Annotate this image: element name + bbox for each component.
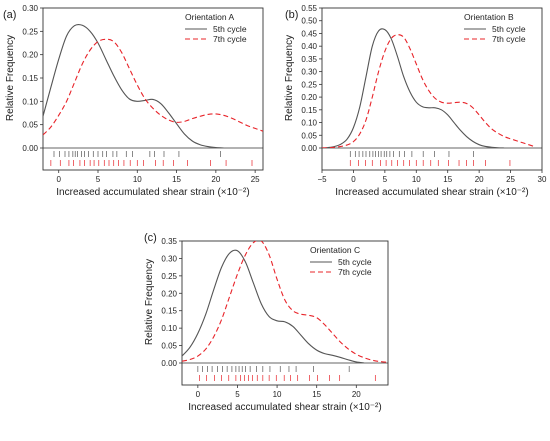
y-axis-title: Relative Frequency: [144, 259, 155, 345]
y-axis-title: Relative Frequency: [5, 35, 16, 121]
panel-label: (c): [144, 232, 157, 244]
x-tick-label: 15: [443, 175, 452, 184]
plot-frame: [321, 7, 543, 171]
x-axis-title: Increased accumulated shear strain (×10⁻…: [188, 402, 381, 413]
y-tick-label: 0.20: [161, 289, 177, 298]
y-tick-label: 0.05: [301, 131, 317, 140]
chart-panel-a: 0.00 0.05 0.10 0.15 0.20 0.25 0.30 0 5 10 15 20 25 (a…: [3, 4, 264, 198]
x-tick-label: 15: [172, 175, 181, 184]
y-tick-label: 0.00: [301, 144, 317, 153]
x-tick-label: 5: [235, 390, 240, 399]
x-tick-label: 25: [251, 175, 260, 184]
y-tick-label: 0.25: [22, 27, 38, 36]
series-group: [43, 23, 263, 148]
x-tick-label: 10: [273, 390, 282, 399]
y-tick-label: 0.50: [301, 17, 317, 26]
legend-label: 5th cycle: [213, 24, 247, 34]
y-tick-label: 0.35: [301, 55, 317, 64]
x-tick-label: 20: [475, 175, 484, 184]
series-line-5th-cycle: [43, 23, 224, 148]
legend-label: 7th cycle: [492, 34, 526, 44]
y-tick-label: 0.40: [301, 42, 317, 51]
legend-label: 7th cycle: [338, 267, 372, 277]
plot-frame: [181, 240, 389, 386]
x-tick-label: 0: [351, 175, 356, 184]
legend-title: Orientation B: [464, 12, 514, 22]
x-tick-label: 10: [133, 175, 142, 184]
x-tick-label: 0: [196, 390, 201, 399]
series-line-5th-cycle: [322, 28, 505, 148]
y-tick-label: 0.55: [301, 4, 317, 13]
y-tick-label: 0.15: [301, 106, 317, 115]
series-group: [182, 241, 388, 363]
x-tick-label: 0: [56, 175, 61, 184]
legend-label: 5th cycle: [492, 24, 526, 34]
legend-label: 7th cycle: [213, 34, 247, 44]
y-tick-label: 0.20: [301, 93, 317, 102]
y-tick-label: 0.45: [301, 29, 317, 38]
series-line-7th-cycle: [182, 241, 388, 363]
y-axis-title: Relative Frequency: [284, 35, 295, 121]
chart-panel-c: 0.00 0.05 0.10 0.15 0.20 0.25 0.30 0.35 0 5 10 15 20…: [144, 232, 389, 413]
x-tick-label: 10: [412, 175, 421, 184]
y-tick-label: 0.25: [161, 272, 177, 281]
x-tick-label: 20: [352, 390, 361, 399]
y-tick-label: 0.05: [161, 342, 177, 351]
x-axis-title: Increased accumulated shear strain (×10⁻…: [335, 187, 528, 198]
y-tick-label: 0.30: [22, 4, 38, 13]
x-tick-label: 15: [312, 390, 321, 399]
series-line-5th-cycle: [182, 249, 365, 363]
x-tick-label: 5: [383, 175, 388, 184]
x-tick-label: −5: [317, 175, 327, 184]
x-tick-label: 25: [506, 175, 515, 184]
y-tick-label: 0.25: [301, 80, 317, 89]
y-tick-label: 0.15: [161, 307, 177, 316]
x-tick-label: 20: [211, 175, 220, 184]
series-line-7th-cycle: [322, 34, 536, 148]
panel-label: (b): [285, 9, 298, 21]
plot-frame: [42, 7, 264, 171]
chart-panel-b: 0.00 0.05 0.10 0.15 0.20 0.25 0.30 0.35 0.40 0.45…: [284, 4, 547, 198]
y-tick-label: 0.30: [161, 254, 177, 263]
y-tick-label: 0.00: [22, 144, 38, 153]
series-group: [322, 28, 536, 148]
panel-label: (a): [3, 9, 16, 21]
y-tick-label: 0.15: [22, 74, 38, 83]
y-tick-label: 0.30: [301, 68, 317, 77]
y-tick-label: 0.00: [161, 359, 177, 368]
y-tick-label: 0.35: [161, 237, 177, 246]
legend-label: 5th cycle: [338, 257, 372, 267]
y-tick-label: 0.10: [161, 324, 177, 333]
legend-title: Orientation A: [185, 12, 234, 22]
y-tick-label: 0.05: [22, 121, 38, 130]
series-line-7th-cycle: [43, 38, 263, 136]
y-tick-label: 0.10: [301, 119, 317, 128]
y-tick-label: 0.10: [22, 97, 38, 106]
x-tick-label: 30: [538, 175, 547, 184]
x-tick-label: 5: [96, 175, 101, 184]
legend-title: Orientation C: [310, 245, 360, 255]
y-tick-label: 0.20: [22, 51, 38, 60]
x-axis-title: Increased accumulated shear strain (×10⁻…: [56, 187, 249, 198]
